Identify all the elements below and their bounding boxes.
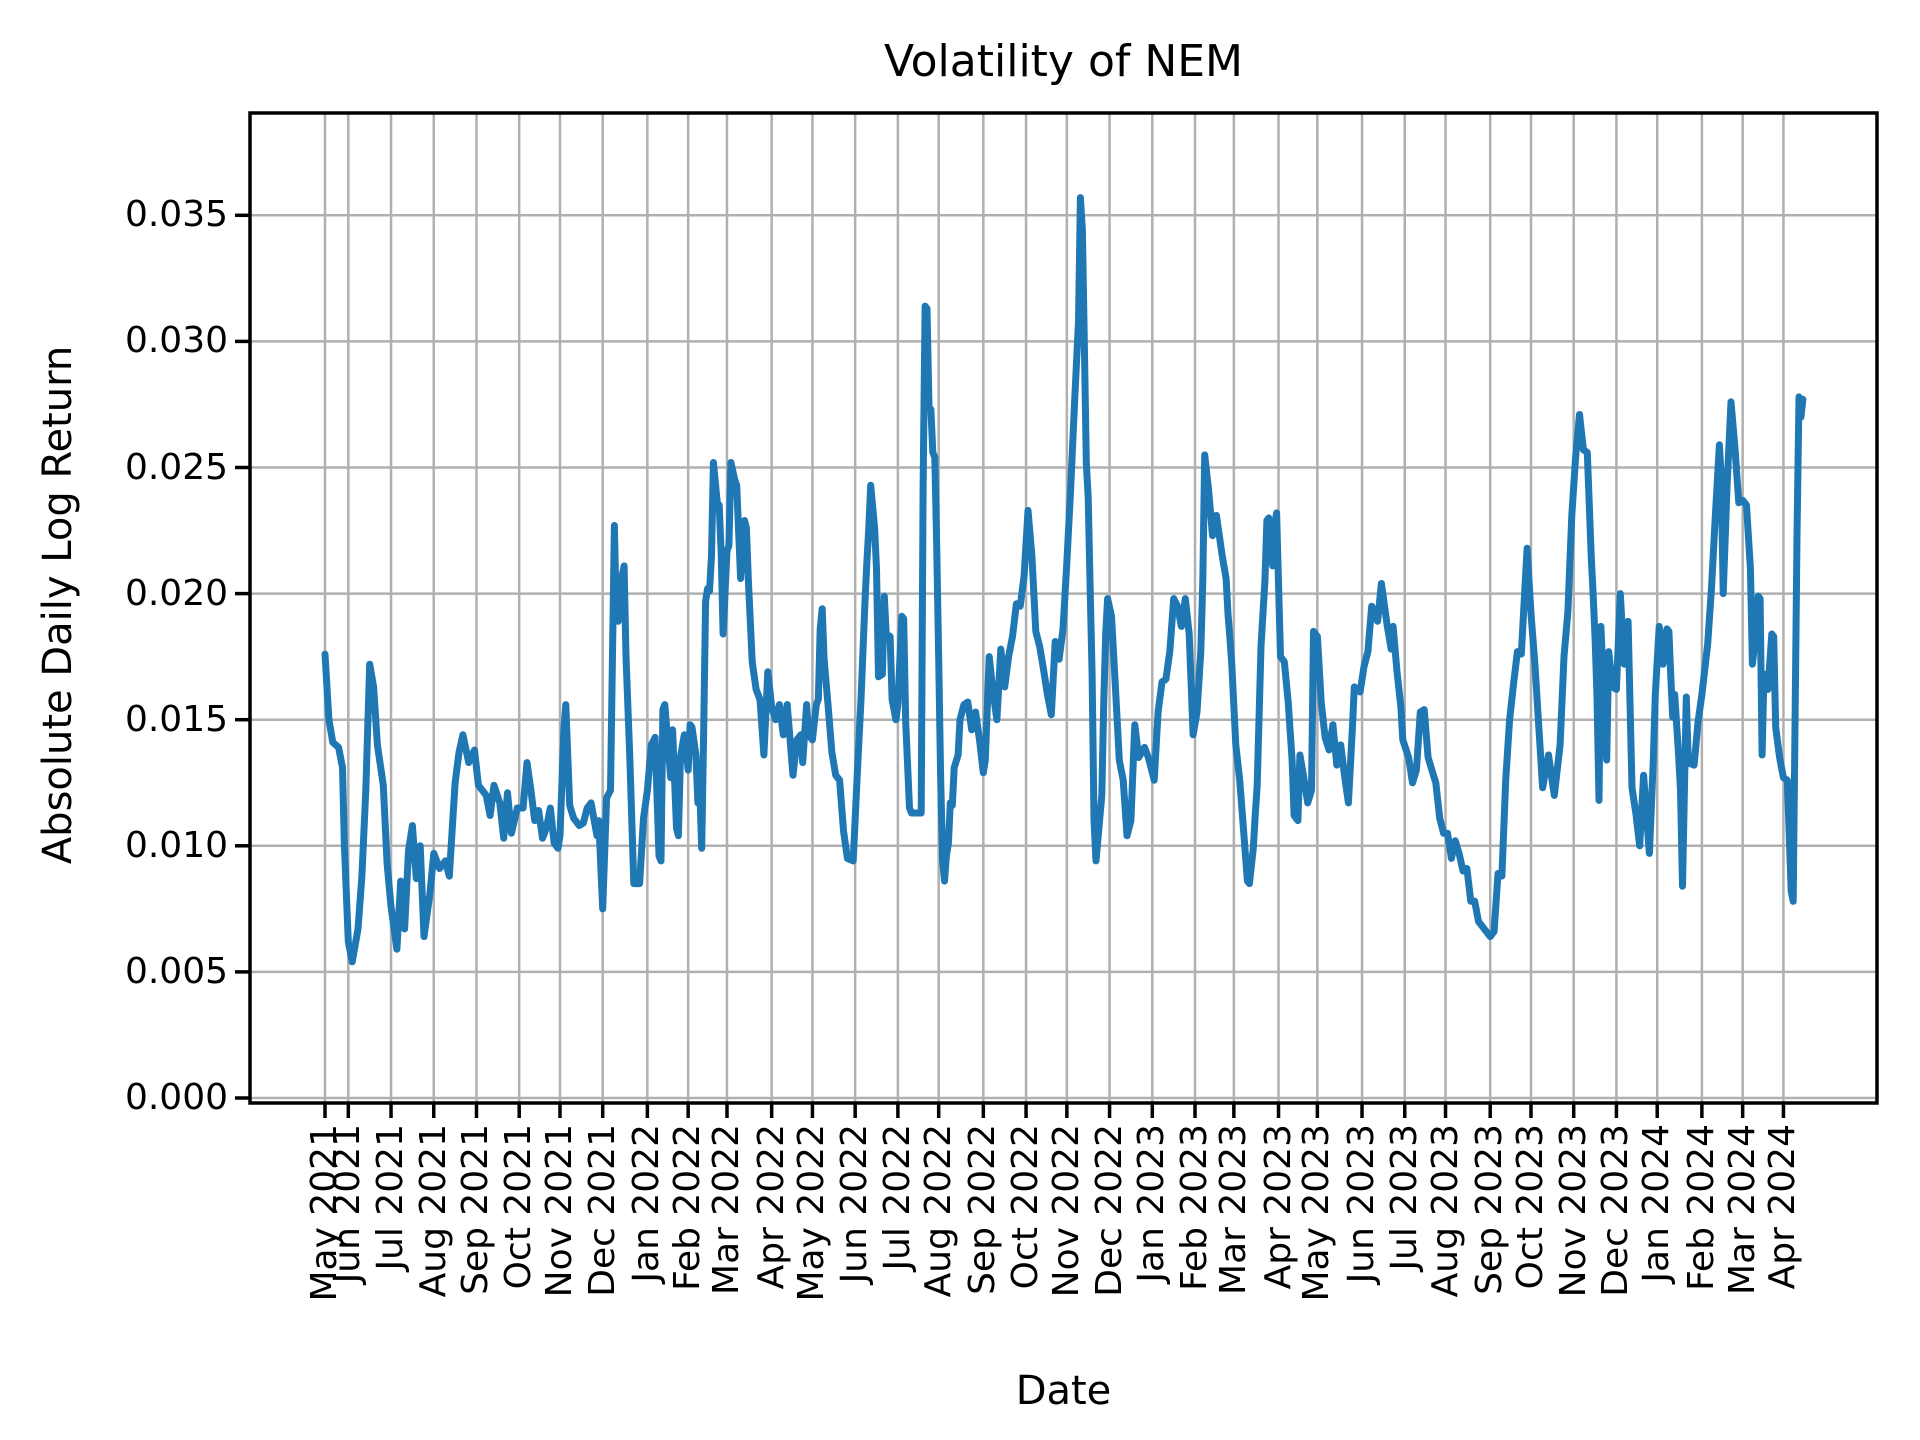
axes-frame <box>248 111 1879 1105</box>
y-tick-label: 0.020 <box>124 572 228 614</box>
x-tick-label: Aug 2021 <box>412 1124 454 1298</box>
gridlines <box>250 113 1877 1103</box>
y-tick-label: 0.035 <box>124 194 228 236</box>
y-axis-label: Absolute Daily Log Return <box>35 345 81 865</box>
x-tick-label: Nov 2023 <box>1552 1124 1594 1298</box>
x-tick-label: Mar 2022 <box>705 1124 747 1295</box>
y-tick-label: 0.000 <box>124 1077 228 1118</box>
x-tick-label: Sep 2022 <box>962 1124 1004 1295</box>
x-tick-label: Apr 2024 <box>1762 1124 1804 1290</box>
x-tick-label: Nov 2021 <box>538 1124 580 1298</box>
x-tick-label: May 2022 <box>791 1124 833 1302</box>
x-tick-label: Sep 2023 <box>1469 1124 1511 1295</box>
x-tick-label: Jun 2022 <box>834 1124 876 1284</box>
x-tick-label: Oct 2021 <box>498 1124 540 1290</box>
x-axis-label: Date <box>1015 1368 1112 1414</box>
x-tick-label: Aug 2023 <box>1424 1124 1466 1298</box>
x-tick-label: Jan 2024 <box>1636 1124 1678 1283</box>
x-tick-label: Jun 2021 <box>327 1124 369 1284</box>
x-tick-label: Jul 2022 <box>876 1124 918 1271</box>
x-tick-label: Mar 2023 <box>1212 1124 1254 1295</box>
x-tick-label: Apr 2023 <box>1257 1124 1299 1290</box>
x-tick-label: Jan 2022 <box>626 1124 668 1283</box>
x-tick-label: Feb 2024 <box>1680 1124 1722 1291</box>
x-tick-label: Feb 2023 <box>1174 1124 1216 1291</box>
x-tick-label: Jun 2023 <box>1341 1124 1383 1284</box>
y-tick-label: 0.030 <box>124 320 228 362</box>
x-tick-label: Sep 2021 <box>455 1124 497 1295</box>
x-tick-label: May 2023 <box>1296 1124 1338 1302</box>
x-tick-label: Jul 2023 <box>1383 1124 1425 1271</box>
x-tick-label: Apr 2022 <box>750 1124 792 1290</box>
tick-marks <box>235 213 1786 1118</box>
x-tick-label: Dec 2021 <box>581 1124 623 1297</box>
y-tick-label: 0.010 <box>124 824 228 866</box>
x-tick-label: Jul 2021 <box>370 1124 412 1271</box>
chart-title: Volatility of NEM <box>883 36 1244 87</box>
x-tick-label: Nov 2022 <box>1045 1124 1087 1298</box>
x-tick-label: Oct 2022 <box>1005 1124 1047 1290</box>
y-tick-label: 0.025 <box>124 446 228 488</box>
x-tick-label: Oct 2023 <box>1509 1124 1551 1290</box>
x-tick-label: Jan 2023 <box>1131 1124 1173 1283</box>
y-tick-label: 0.005 <box>124 950 228 992</box>
x-tick-label: Aug 2022 <box>917 1124 959 1298</box>
x-tick-label: Feb 2022 <box>667 1124 709 1291</box>
x-tick-label: Dec 2023 <box>1595 1124 1637 1297</box>
y-tick-label: 0.015 <box>124 698 228 740</box>
volatility-line <box>321 194 1807 966</box>
x-tick-label: Mar 2024 <box>1721 1124 1763 1295</box>
x-tick-label: Dec 2022 <box>1088 1124 1130 1297</box>
